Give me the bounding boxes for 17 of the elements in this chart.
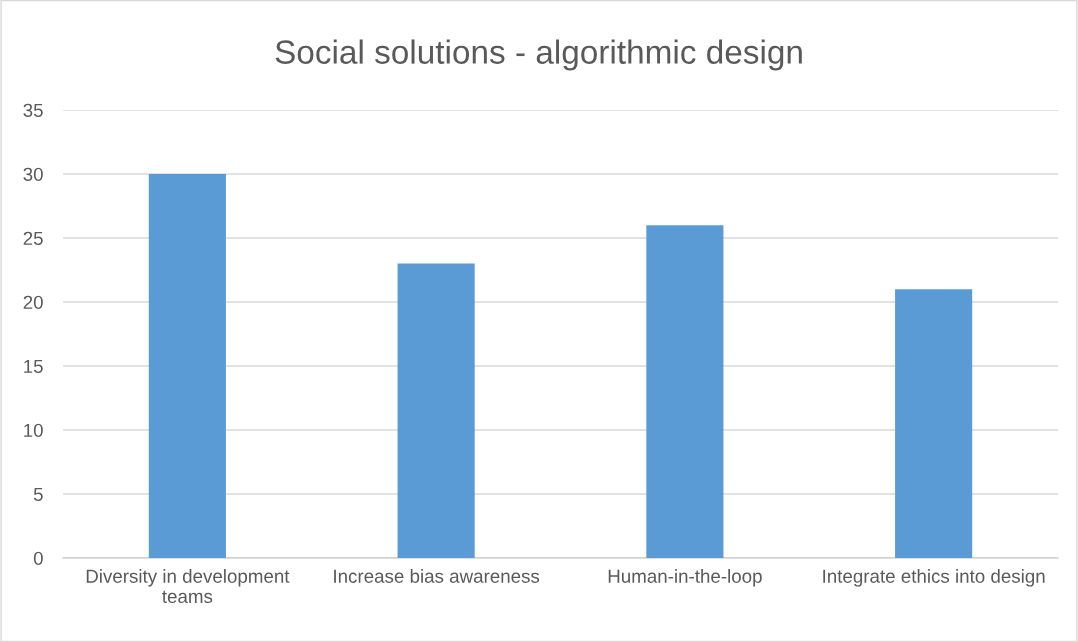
y-tick-label: 15	[24, 359, 43, 373]
y-tick-label: 5	[33, 487, 43, 501]
x-tick-label: Increase bias awareness	[334, 569, 540, 583]
bar	[646, 225, 724, 558]
x-tick-label: Human-in-the-loop	[608, 569, 762, 587]
bar	[895, 289, 973, 558]
y-tick-label: 35	[23, 103, 43, 117]
bar	[148, 174, 226, 558]
y-tick-label: 10	[24, 423, 43, 437]
bar	[397, 263, 475, 558]
y-tick-label: 25	[23, 231, 43, 245]
y-tick-label: 20	[23, 295, 43, 309]
x-tick-label: Diversity in development teams	[86, 569, 290, 604]
y-tick-label: 0	[33, 551, 43, 565]
y-tick-label: 30	[23, 167, 43, 181]
chart-title: Social solutions - algorithmic design	[275, 39, 802, 71]
x-tick-label: Integrate ethics into design	[823, 569, 1045, 587]
